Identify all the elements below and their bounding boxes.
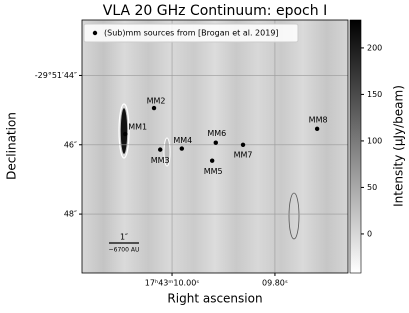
colorbar-tick-label: 200 bbox=[367, 43, 382, 52]
emission-blob bbox=[120, 107, 128, 155]
colorbar-tick-label: 0 bbox=[367, 229, 372, 238]
source-label: MM7 bbox=[234, 150, 253, 159]
source-label: MM1 bbox=[128, 123, 147, 132]
beam bbox=[288, 192, 300, 240]
source-label: MM3 bbox=[151, 156, 170, 165]
plot-frame bbox=[81, 19, 349, 274]
source-point bbox=[151, 105, 157, 111]
source-point bbox=[209, 158, 215, 163]
source-label: MM4 bbox=[173, 136, 192, 145]
colorbar-label: Intensity (μJy/beam) bbox=[392, 85, 406, 207]
chart-title: VLA 20 GHz Continuum: epoch I bbox=[103, 3, 327, 19]
source-point bbox=[158, 147, 163, 152]
source-point bbox=[240, 142, 246, 147]
y-tick-label: -29°51′44″ bbox=[35, 71, 77, 80]
scalebar-sublabel: ~6700 AU bbox=[109, 247, 140, 254]
colorbar-tick-label: 150 bbox=[367, 90, 382, 99]
y-tick-label: 48″ bbox=[64, 210, 77, 219]
colorbar-tick-label: 50 bbox=[367, 183, 377, 192]
legend-marker bbox=[92, 30, 98, 36]
source-label: MM2 bbox=[147, 97, 166, 106]
source-point bbox=[213, 140, 218, 145]
source-point bbox=[314, 126, 320, 132]
source-point bbox=[179, 146, 185, 151]
x-tick-label: 09.80ˢ bbox=[262, 279, 288, 288]
source-label: MM6 bbox=[207, 129, 226, 138]
legend-label: (Sub)mm sources from [Brogan et al. 2019… bbox=[104, 29, 279, 38]
contour bbox=[118, 103, 130, 159]
colorbar bbox=[349, 19, 362, 274]
legend bbox=[83, 23, 299, 43]
x-axis-label: Right ascension bbox=[167, 292, 262, 306]
source-label: MM8 bbox=[309, 115, 328, 124]
colorbar-tick-label: 100 bbox=[367, 136, 382, 145]
source-point bbox=[123, 131, 128, 137]
y-axis-label: Declination bbox=[5, 112, 19, 180]
y-tick-label: 46″ bbox=[64, 140, 77, 149]
scalebar-label: 1″ bbox=[120, 233, 128, 242]
source-label: MM5 bbox=[204, 167, 223, 176]
x-tick-label: 17ʰ43ᵐ10.00ˢ bbox=[145, 279, 199, 288]
